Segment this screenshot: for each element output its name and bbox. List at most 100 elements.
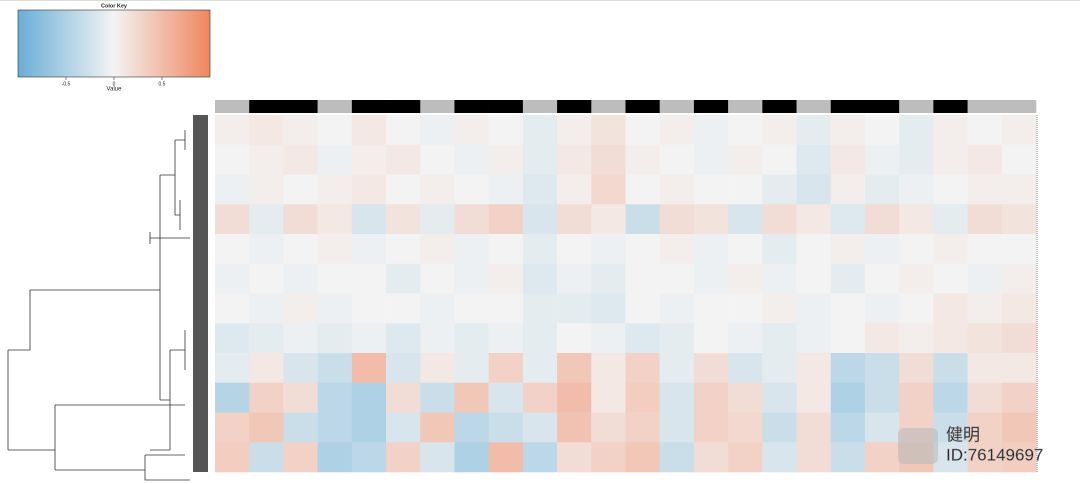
heatmap-cell (625, 204, 661, 235)
heatmap-cell (659, 263, 695, 294)
heatmap-cell (830, 174, 866, 205)
heatmap-cell (591, 115, 626, 146)
heatmap-cell (488, 293, 524, 324)
heatmap-cell (454, 204, 489, 235)
heatmap-cell (317, 174, 353, 205)
heatmap-cell (420, 442, 455, 473)
heatmap-cell (693, 412, 729, 443)
heatmap-cell (454, 442, 489, 473)
heatmap-cell (522, 204, 558, 235)
heatmap-cell (830, 442, 866, 473)
heatmap-cell (522, 353, 558, 384)
annotation-cell (796, 100, 832, 113)
heatmap-cell (488, 442, 524, 473)
heatmap-cell (796, 174, 832, 205)
heatmap-cell (351, 144, 387, 175)
heatmap-cell (659, 293, 695, 324)
heatmap-cell (317, 204, 353, 235)
heatmap-cell (899, 234, 934, 265)
annotation-cell (830, 100, 866, 113)
heatmap-cell (215, 234, 250, 265)
heatmap-cell (215, 382, 250, 413)
heatmap-cell (249, 353, 284, 384)
heatmap-cell (933, 382, 968, 413)
heatmap-cell (283, 382, 318, 413)
heatmap-cell (317, 234, 353, 265)
heatmap-cell (693, 323, 729, 354)
heatmap-cell (1001, 442, 1037, 473)
annotation-cell (317, 100, 353, 113)
heatmap-cell (317, 412, 353, 443)
heatmap-cell (522, 442, 558, 473)
heatmap-cell (659, 442, 695, 473)
annotation-cell (728, 100, 763, 113)
heatmap-cell (864, 293, 900, 324)
heatmap-cell (693, 353, 729, 384)
heatmap-cell (728, 234, 763, 265)
heatmap-cell (899, 115, 934, 146)
heatmap-cell (933, 115, 968, 146)
heatmap-cell (488, 382, 524, 413)
heatmap-cell (317, 382, 353, 413)
heatmap-cell (796, 442, 832, 473)
heatmap-cell (830, 115, 866, 146)
heatmap-cell (933, 293, 968, 324)
heatmap-cell (420, 263, 455, 294)
heatmap-cell (249, 234, 284, 265)
heatmap-cell (762, 204, 797, 235)
heatmap-cell (351, 115, 387, 146)
heatmap-cell (796, 204, 832, 235)
heatmap-cell (522, 293, 558, 324)
heatmap-cell (762, 293, 797, 324)
heatmap-cell (351, 442, 387, 473)
heatmap-cell (693, 442, 729, 473)
heatmap-cell (693, 204, 729, 235)
heatmap-cell (899, 144, 934, 175)
heatmap-cell (728, 144, 763, 175)
heatmap-cell (728, 442, 763, 473)
heatmap-cell (967, 412, 1003, 443)
heatmap-cell (249, 412, 284, 443)
heatmap-cell (1001, 412, 1037, 443)
heatmap-cell (215, 323, 250, 354)
heatmap-cell (249, 293, 284, 324)
heatmap-cell (933, 353, 968, 384)
annotation-cell (933, 100, 968, 113)
heatmap-cell (728, 204, 763, 235)
heatmap-cell (317, 323, 353, 354)
heatmap-cell (796, 412, 832, 443)
heatmap-cell (728, 382, 763, 413)
heatmap-cell (591, 412, 626, 443)
heatmap-cell (864, 144, 900, 175)
heatmap-cell (591, 263, 626, 294)
heatmap-cell (899, 174, 934, 205)
heatmap-cell (283, 115, 318, 146)
heatmap-cell (693, 293, 729, 324)
row-labels (193, 115, 208, 472)
heatmap-cell (967, 115, 1003, 146)
heatmap-cell (591, 234, 626, 265)
heatmap-cell (454, 263, 489, 294)
heatmap-cell (488, 353, 524, 384)
heatmap-cell (762, 234, 797, 265)
heatmap-cell (249, 115, 284, 146)
annotation-cell (762, 100, 797, 113)
heatmap-cell (899, 323, 934, 354)
heatmap-cell (830, 353, 866, 384)
heatmap-cell (557, 323, 592, 354)
heatmap-cell (591, 323, 626, 354)
heatmap-cell (830, 263, 866, 294)
heatmap-cell (864, 412, 900, 443)
heatmap-cell (249, 144, 284, 175)
heatmap-cell (386, 174, 421, 205)
heatmap-cell (762, 115, 797, 146)
heatmap-cell (522, 115, 558, 146)
heatmap-cell (796, 293, 832, 324)
heatmap-cell (557, 234, 592, 265)
heatmap-cell (591, 442, 626, 473)
heatmap-cell (796, 263, 832, 294)
annotation-cell (659, 100, 695, 113)
watermark-icon (898, 428, 938, 464)
heatmap-cell (625, 353, 661, 384)
heatmap-cell (967, 323, 1003, 354)
